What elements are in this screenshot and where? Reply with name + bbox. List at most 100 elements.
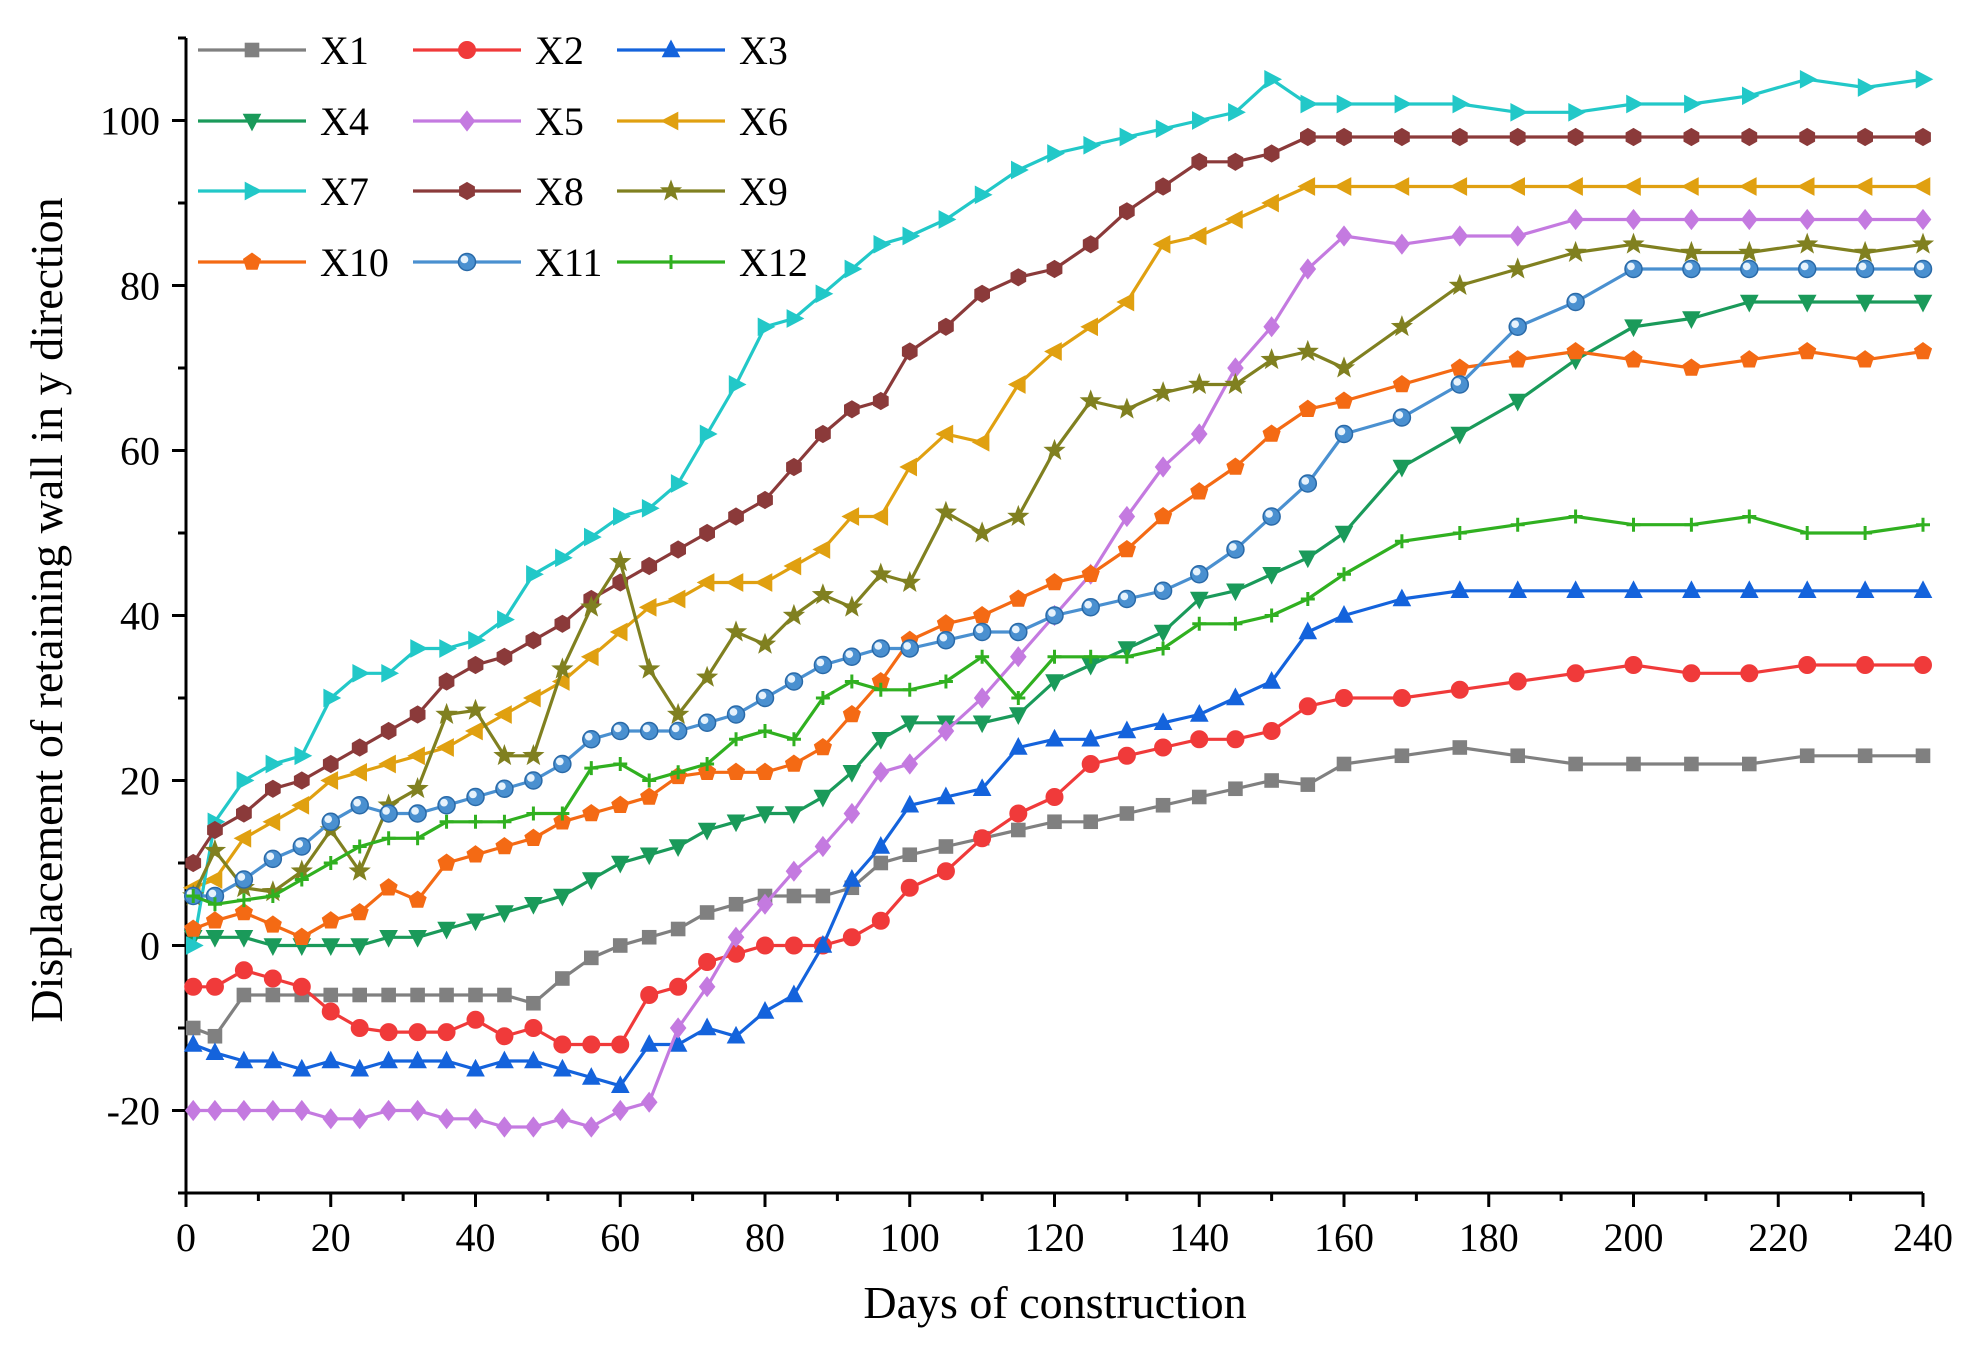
data-point <box>639 1034 659 1052</box>
data-point <box>1262 424 1281 442</box>
data-point <box>1115 397 1138 419</box>
data-point <box>437 853 456 871</box>
data-point <box>1393 233 1411 255</box>
data-point <box>1192 616 1207 631</box>
data-point <box>292 1058 312 1077</box>
data-point <box>936 631 956 650</box>
data-point <box>973 829 992 848</box>
data-point <box>350 1058 370 1077</box>
data-point <box>1742 756 1757 772</box>
data-point <box>815 424 831 444</box>
data-point <box>584 761 599 776</box>
y-tick-label: 20 <box>120 759 160 804</box>
data-point <box>410 639 429 658</box>
data-point <box>1332 356 1356 378</box>
data-point <box>1914 656 1932 674</box>
data-point <box>1190 482 1209 500</box>
data-point <box>352 663 371 683</box>
data-point <box>321 1050 341 1069</box>
data-point-highlight <box>700 716 709 725</box>
data-point <box>611 1099 629 1122</box>
data-point <box>1452 94 1471 114</box>
data-point <box>1856 350 1875 368</box>
data-point <box>235 1099 253 1122</box>
data-point <box>437 1050 456 1069</box>
data-point <box>323 856 338 870</box>
data-point <box>727 926 745 948</box>
data-point <box>726 1025 746 1044</box>
data-point <box>1568 509 1583 524</box>
data-point <box>613 757 628 771</box>
data-point <box>378 754 396 774</box>
data-point <box>1681 177 1699 196</box>
data-point <box>1154 506 1173 525</box>
data-point <box>1858 526 1873 540</box>
data-point-highlight <box>758 691 767 700</box>
data-point <box>379 1050 398 1069</box>
data-point <box>1082 235 1099 254</box>
data-point <box>782 603 806 625</box>
x-tick-label: 100 <box>880 1215 940 1260</box>
data-point <box>901 753 919 775</box>
data-point <box>438 672 455 691</box>
legend: X1 X2 X3 X4 X5 X6 X7 X8 X9 X10 X11 X12 <box>198 28 808 285</box>
data-point <box>409 1099 426 1122</box>
data-point <box>1336 127 1352 147</box>
data-point <box>1228 616 1243 631</box>
data-point <box>183 1034 203 1052</box>
data-point <box>204 870 223 889</box>
data-point <box>1682 358 1701 376</box>
legend-item-x2: X2 <box>413 28 584 73</box>
data-point <box>244 181 263 201</box>
data-point <box>1741 127 1758 147</box>
data-point <box>466 913 485 932</box>
data-point <box>753 632 777 654</box>
data-point <box>1797 259 1817 279</box>
data-point <box>236 771 255 790</box>
data-point <box>1300 94 1319 114</box>
data-point <box>410 987 425 1003</box>
data-point <box>1510 748 1526 764</box>
data-point <box>263 1050 283 1069</box>
data-point <box>1392 588 1412 607</box>
legend-label: X11 <box>535 240 602 285</box>
data-point <box>244 42 260 58</box>
data-point <box>1335 225 1353 247</box>
data-point <box>1912 177 1931 196</box>
data-point <box>725 573 744 592</box>
data-point <box>263 849 283 869</box>
data-point-highlight <box>555 757 564 766</box>
data-point <box>1508 393 1528 412</box>
data-point <box>1296 339 1319 361</box>
data-point <box>1011 691 1026 705</box>
data-point <box>294 746 313 766</box>
legend-item-x6: X6 <box>617 99 788 144</box>
data-point <box>1011 160 1029 180</box>
data-point <box>756 893 774 915</box>
data-point <box>206 1099 224 1122</box>
data-point-highlight <box>1192 567 1201 576</box>
data-point <box>497 814 512 829</box>
data-point <box>1626 94 1644 114</box>
data-point <box>1117 539 1136 558</box>
data-point <box>1739 580 1759 598</box>
data-point <box>1797 580 1817 598</box>
data-point <box>1226 730 1245 749</box>
data-point <box>1154 738 1173 757</box>
data-point <box>1224 372 1247 394</box>
legend-label: X5 <box>535 99 584 144</box>
data-point <box>1626 517 1641 532</box>
data-point <box>1739 294 1759 313</box>
data-point <box>234 930 254 948</box>
data-point <box>207 820 223 840</box>
data-point <box>1083 135 1102 155</box>
data-point <box>1047 814 1062 830</box>
data-point <box>1683 127 1700 147</box>
data-point <box>668 839 688 857</box>
data-point-highlight <box>874 642 883 650</box>
data-point <box>664 255 678 269</box>
data-point <box>263 969 282 988</box>
data-point <box>1047 649 1062 664</box>
data-point <box>294 872 309 887</box>
data-point <box>728 375 747 394</box>
